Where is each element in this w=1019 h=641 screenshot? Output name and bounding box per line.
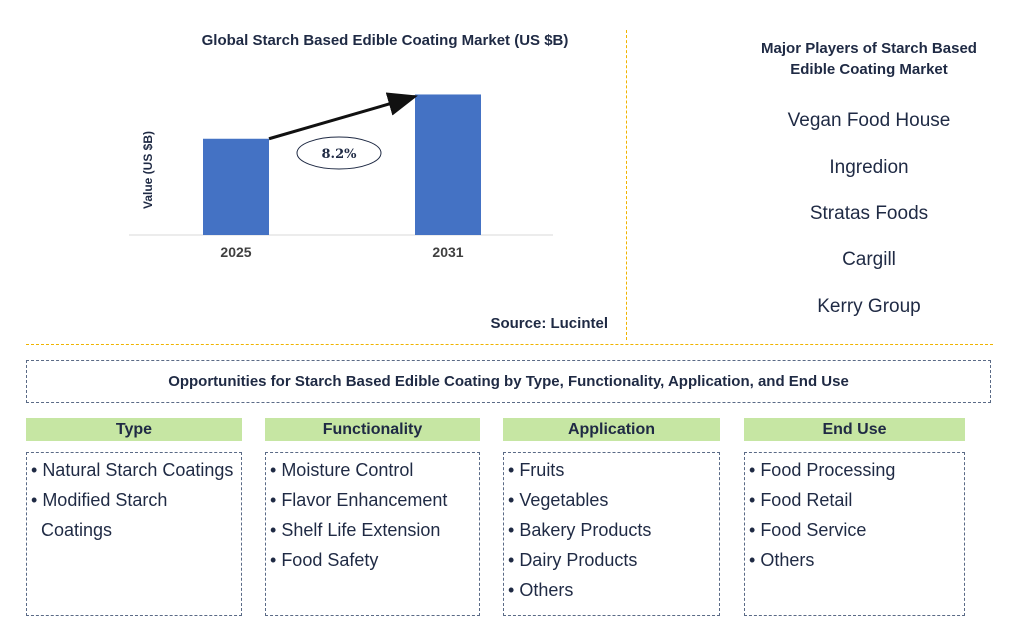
list-item: • Food Processing: [749, 460, 896, 480]
vertical-divider: [626, 30, 627, 340]
column-list-type: • Natural Starch Coatings • Modified Starc…: [26, 452, 242, 616]
list-item: • Bakery Products: [508, 520, 652, 540]
column-list-end-use: • Food Processing • Food Retail • Food Serv…: [744, 452, 965, 616]
opportunities-title: Opportunities for Starch Based Edible Co…: [26, 360, 991, 403]
list-item: • Moisture Control: [270, 460, 414, 480]
list-item: • Dairy Products: [508, 550, 638, 570]
player-item: Cargill: [842, 249, 896, 270]
cagr-arrow: [268, 92, 418, 141]
list-item: • Others: [749, 550, 815, 570]
player-item: Vegan Food House: [787, 110, 951, 131]
x-tick-label-2025: 2025: [220, 244, 251, 260]
list-item: • Shelf Life Extension: [270, 520, 441, 540]
list-item: • Modified Starch Coatings: [31, 490, 168, 540]
bar-2031: [415, 94, 481, 235]
list-item: • Fruits: [508, 460, 565, 480]
player-item: Stratas Foods: [809, 203, 929, 224]
list-item: • Natural Starch Coatings: [31, 460, 234, 480]
list-item: • Vegetables: [508, 490, 609, 510]
list-item: • Food Safety: [270, 550, 379, 570]
players-title-line1: Major Players of Starch Based: [761, 40, 977, 57]
bar-2025: [203, 138, 269, 235]
list-item: • Food Retail: [749, 490, 853, 510]
player-item: Ingredion: [829, 157, 909, 178]
list-item: • Food Service: [749, 520, 867, 540]
players-title-line2: Edible Coating Market: [790, 61, 948, 78]
cagr-label: 8.2%: [322, 147, 358, 162]
column-list-application: • Fruits • Vegetables • Bakery Products • Da…: [503, 452, 720, 616]
players-title: Major Players of Starch Based Edible Coa…: [735, 38, 1003, 80]
column-header-type: Type: [26, 418, 242, 441]
column-header-application: Application: [503, 418, 720, 441]
player-item: Kerry Group: [817, 296, 921, 317]
column-header-end-use: End Use: [744, 418, 965, 441]
cagr-bubble: [296, 136, 382, 170]
chart-title: Global Starch Based Edible Coating Marke…: [201, 32, 569, 49]
column-list-functionality: • Moisture Control • Flavor Enhancement • S…: [265, 452, 480, 616]
x-tick-label-2031: 2031: [432, 244, 463, 260]
horizontal-divider: [26, 344, 993, 345]
column-header-functionality: Functionality: [265, 418, 480, 441]
list-item: • Flavor Enhancement: [270, 490, 448, 510]
source-note: Source: Lucintel: [490, 315, 608, 332]
y-axis-label: Value (US $B): [141, 131, 155, 209]
list-item: • Others: [508, 580, 574, 600]
bar-chart: Value (US $B) 2025 2031 8.2%: [129, 92, 553, 260]
